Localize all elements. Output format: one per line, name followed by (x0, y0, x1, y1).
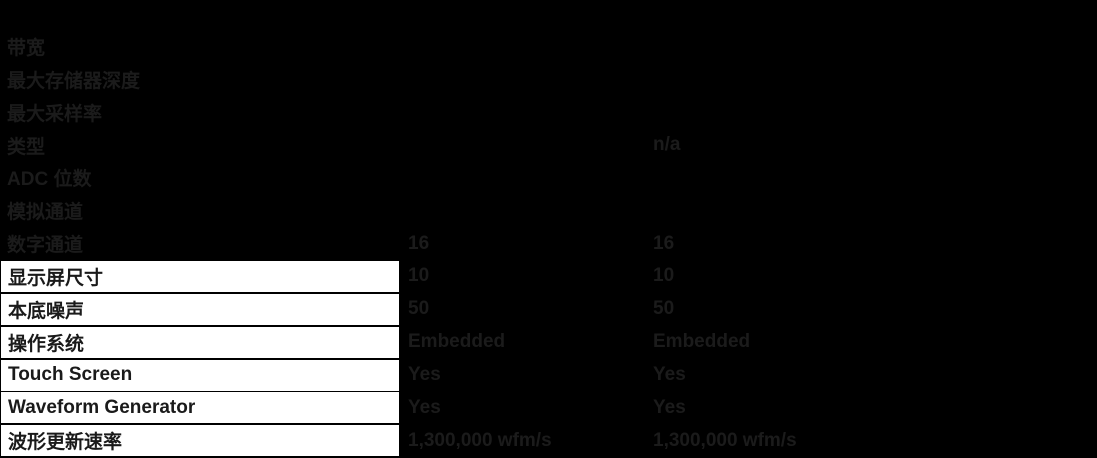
spec-value-product-b: n/a (653, 134, 681, 156)
table-row: 带宽 (0, 30, 1097, 63)
table-row: Waveform Generator Yes Yes (0, 391, 1097, 425)
spec-label: Touch Screen (0, 358, 400, 392)
spec-value-product-b: 1,300,000 wfm/s (653, 429, 797, 451)
table-row: Touch Screen Yes Yes (0, 358, 1097, 392)
spec-value-product-b: Embedded (653, 331, 751, 353)
table-row: 本底噪声 50 50 (0, 292, 1097, 326)
table-row: 操作系统 Embedded Embedded (0, 325, 1097, 359)
table-row: 显示屏尺寸 10 10 (0, 259, 1097, 293)
spec-label: 数字通道 (7, 235, 84, 257)
spec-label: Waveform Generator (0, 391, 400, 425)
spec-value-product-b: 10 (653, 265, 675, 287)
spec-value-product-b: Yes (653, 396, 686, 418)
spec-label: 最大存储器深度 (7, 70, 141, 92)
spec-value-product-a: 16 (408, 232, 430, 254)
spec-label: 带宽 (7, 38, 46, 59)
spec-value-product-a: Yes (408, 396, 441, 418)
spec-value-product-b: 16 (653, 232, 675, 254)
table-row: ADC 位数 (0, 161, 1097, 194)
spec-value-product-a: Embedded (408, 331, 506, 353)
spec-value-product-a: 1,300,000 wfm/s (408, 429, 552, 451)
spec-label: 本底噪声 (0, 292, 400, 326)
spec-value-product-b: Yes (653, 364, 686, 385)
spec-label: 最大采样率 (7, 103, 103, 125)
table-row: 最大采样率 (0, 96, 1097, 129)
spec-label: 波形更新速率 (0, 424, 400, 458)
spec-label: 类型 (7, 136, 46, 158)
spec-label: 操作系统 (0, 325, 400, 359)
spec-value-product-b: 50 (653, 298, 675, 320)
spec-value-product-a: 50 (408, 298, 430, 320)
spec-value-product-a: Yes (408, 364, 441, 385)
table-row: 波形更新速率 1,300,000 wfm/s 1,300,000 wfm/s (0, 424, 1097, 458)
spec-label: ADC 位数 (7, 169, 92, 191)
table-row: 模拟通道 (0, 194, 1097, 227)
spec-label: 模拟通道 (7, 202, 84, 224)
spec-label: 显示屏尺寸 (0, 259, 400, 293)
spec-value-product-a: 10 (408, 265, 430, 287)
table-row: 类型 n/a (0, 129, 1097, 162)
table-row: 数字通道 16 16 (0, 227, 1097, 260)
table-row: 最大存储器深度 (0, 63, 1097, 96)
